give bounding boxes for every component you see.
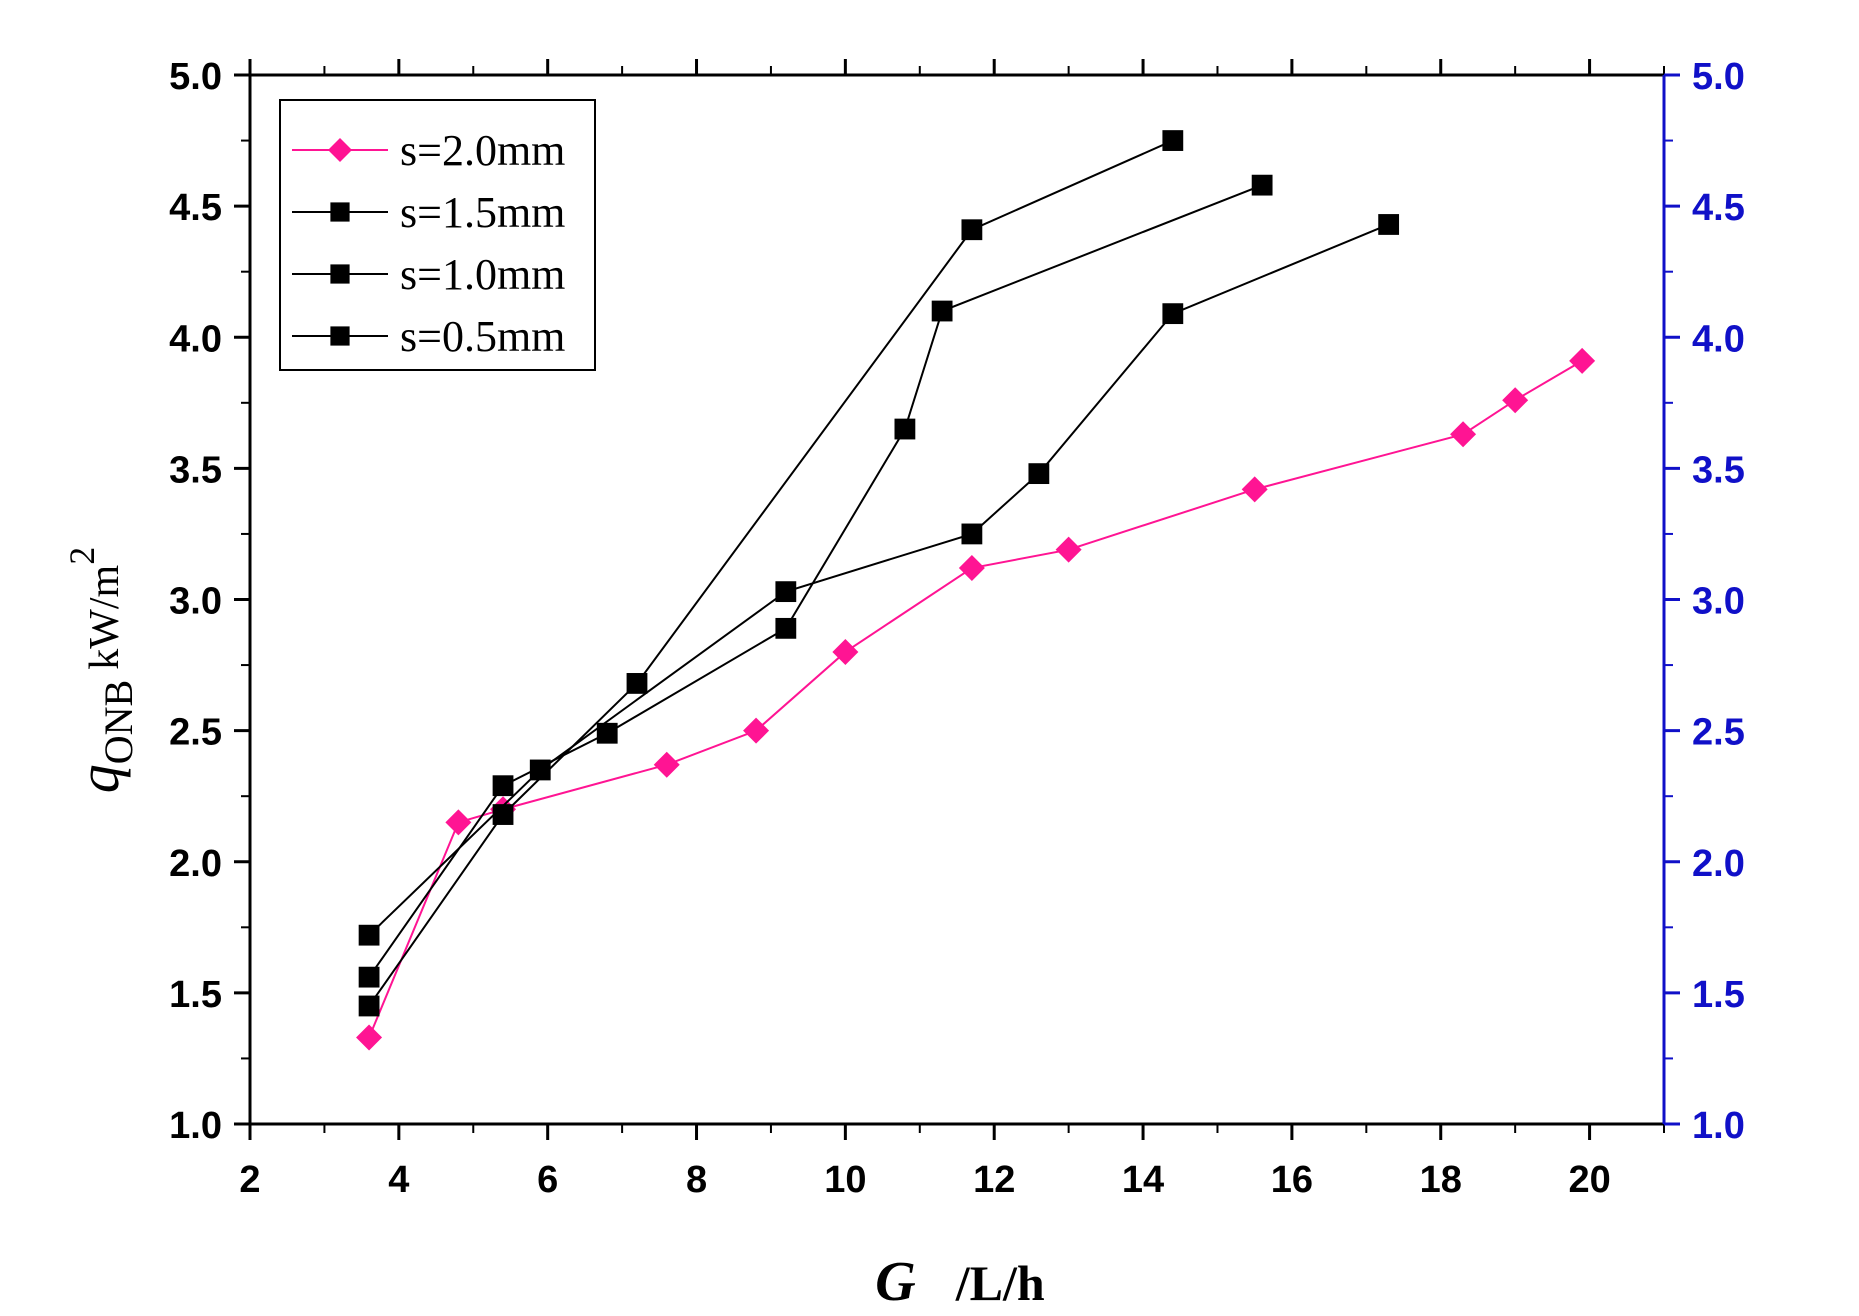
legend: s=2.0mm s=1.5mm s=1.0mm s=0.5mm xyxy=(279,99,596,371)
legend-label: s=0.5mm xyxy=(400,312,565,361)
y-tick-label: 3.5 xyxy=(169,449,222,491)
data-point xyxy=(1162,130,1184,151)
data-point xyxy=(626,673,648,694)
axes: 2 4 6 8 10 12 14 16 18 20 1.0 1.5 2.0 2.5 3.0 3.5 4.0 4.5… xyxy=(169,56,1745,1201)
legend-marker xyxy=(330,326,350,346)
data-point xyxy=(743,717,770,744)
y2-tick-label: 2.0 xyxy=(1692,843,1745,885)
data-point xyxy=(358,924,380,946)
plot-series xyxy=(356,130,1596,1051)
x-tick-label: 8 xyxy=(686,1159,707,1201)
y2-tick-label: 5.0 xyxy=(1692,56,1745,98)
legend-label: s=1.0mm xyxy=(400,250,565,299)
x-tick-label: 20 xyxy=(1568,1159,1610,1201)
x-tick-label: 6 xyxy=(537,1159,558,1201)
data-point xyxy=(1028,463,1050,485)
y-axis-title: qONBkW/m2 xyxy=(62,547,141,793)
data-point xyxy=(596,722,618,744)
series-s=0.5mm xyxy=(358,214,1400,946)
y-tick-label: 1.0 xyxy=(169,1105,222,1147)
data-point xyxy=(358,966,380,988)
legend-box xyxy=(279,99,596,371)
y2-tick-label: 4.5 xyxy=(1692,187,1745,229)
data-point xyxy=(358,995,380,1017)
legend-marker xyxy=(330,202,350,222)
x-tick-label: 10 xyxy=(824,1159,866,1201)
data-point xyxy=(1055,536,1082,563)
y2-tick-label: 1.0 xyxy=(1692,1105,1745,1147)
y-tick-label: 3.0 xyxy=(169,581,222,623)
data-point xyxy=(931,300,953,322)
x-tick-label: 16 xyxy=(1271,1159,1313,1201)
legend-label: s=2.0mm xyxy=(400,126,565,175)
data-point xyxy=(775,581,797,603)
x-tick-label: 14 xyxy=(1122,1159,1164,1201)
series-s=2.0mm xyxy=(356,347,1596,1051)
legend-marker xyxy=(330,264,350,284)
data-point xyxy=(961,219,983,241)
legend-item: s=1.5mm xyxy=(292,188,565,237)
data-point xyxy=(1162,303,1184,325)
data-point xyxy=(1241,476,1268,503)
x-tick-label: 12 xyxy=(973,1159,1015,1201)
y-tick-label: 1.5 xyxy=(169,974,222,1016)
data-point xyxy=(492,804,514,825)
y-tick-label: 4.0 xyxy=(169,318,222,360)
y-tick-label: 5.0 xyxy=(169,56,222,98)
y2-tick-label: 3.5 xyxy=(1692,449,1745,491)
data-point xyxy=(653,751,680,778)
data-point xyxy=(894,418,916,440)
series-s=1.0mm xyxy=(358,174,1273,988)
legend-item: s=1.0mm xyxy=(292,250,565,299)
x-tick-label: 18 xyxy=(1420,1159,1462,1201)
data-point xyxy=(1569,347,1596,374)
y-tick-label: 4.5 xyxy=(169,187,222,229)
x-axis-title: G/L/h xyxy=(875,1251,1045,1313)
data-point xyxy=(492,775,514,797)
legend-item: s=2.0mm xyxy=(292,126,565,175)
data-point xyxy=(1502,387,1529,414)
data-point xyxy=(1450,421,1477,448)
x-tick-label: 2 xyxy=(239,1159,260,1201)
data-point xyxy=(832,638,859,665)
data-point xyxy=(775,617,797,639)
y2-tick-label: 1.5 xyxy=(1692,974,1745,1016)
y2-tick-label: 3.0 xyxy=(1692,581,1745,623)
x-tick-label: 4 xyxy=(388,1159,409,1201)
data-point xyxy=(1378,214,1400,235)
data-point xyxy=(529,759,551,781)
y-tick-label: 2.5 xyxy=(169,712,222,754)
y2-tick-label: 4.0 xyxy=(1692,318,1745,360)
data-point xyxy=(445,809,472,836)
data-point xyxy=(961,523,983,545)
data-point xyxy=(1251,174,1273,196)
legend-label: s=1.5mm xyxy=(400,188,565,237)
y2-tick-label: 2.5 xyxy=(1692,712,1745,754)
series-s=1.5mm xyxy=(358,130,1184,1017)
series-line xyxy=(368,359,1583,1038)
legend-marker xyxy=(328,138,352,162)
data-point xyxy=(356,1024,383,1051)
y-tick-label: 2.0 xyxy=(169,843,222,885)
data-point xyxy=(958,555,985,582)
legend-item: s=0.5mm xyxy=(292,312,565,361)
